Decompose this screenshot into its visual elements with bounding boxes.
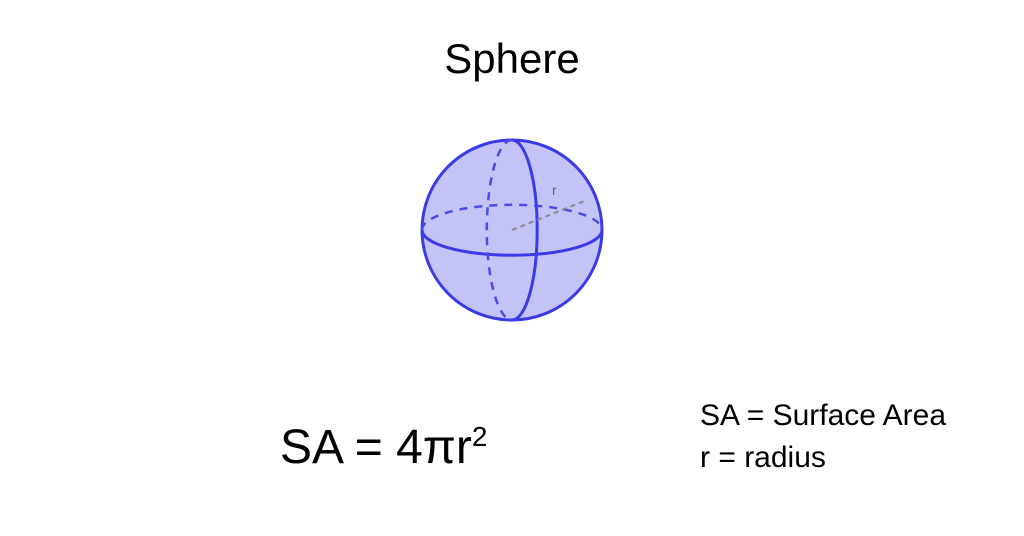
- legend-line-1: SA = Surface Area: [700, 395, 946, 437]
- formula-exp: 2: [472, 421, 488, 452]
- legend-r-def: = radius: [710, 441, 826, 474]
- svg-text:r: r: [552, 182, 557, 198]
- legend: SA = Surface Area r = radius: [700, 395, 946, 479]
- sphere-svg: r: [412, 130, 612, 330]
- sphere-diagram: r: [412, 130, 612, 335]
- surface-area-formula: SA = 4πr2: [280, 420, 487, 475]
- legend-r-symbol: r: [700, 441, 710, 474]
- legend-sa-symbol: SA: [700, 399, 738, 432]
- legend-sa-def: = Surface Area: [738, 399, 946, 432]
- formula-coef: 4: [396, 421, 423, 474]
- formula-var: r: [456, 421, 472, 474]
- formula-pi: π: [423, 421, 456, 474]
- formula-lhs: SA: [280, 421, 341, 474]
- legend-line-2: r = radius: [700, 437, 946, 479]
- page-title: Sphere: [444, 35, 579, 83]
- formula-equals: =: [341, 421, 396, 474]
